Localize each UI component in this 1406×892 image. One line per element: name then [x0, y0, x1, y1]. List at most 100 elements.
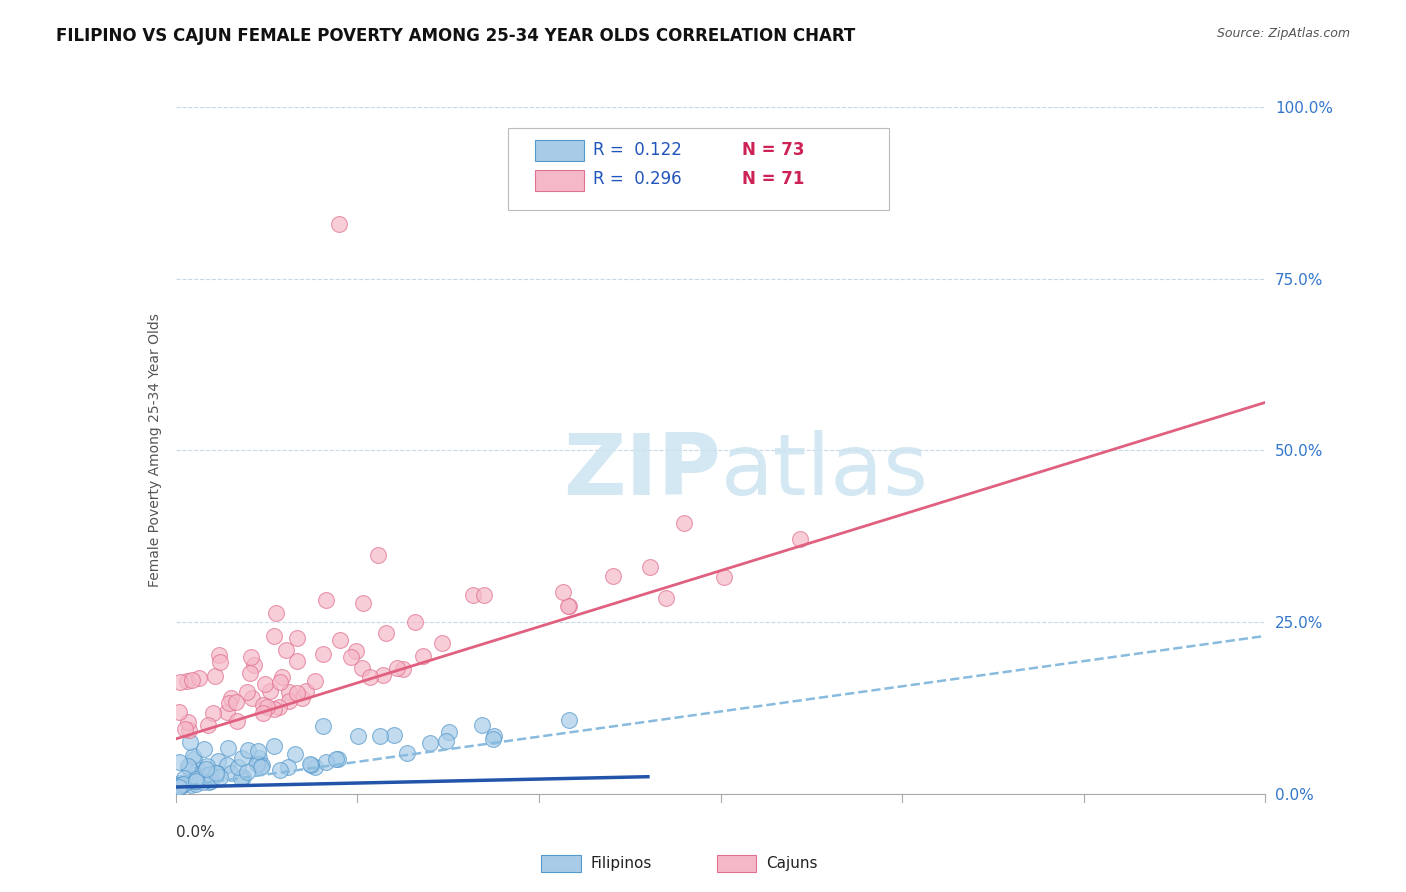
Point — [299, 757, 322, 772]
Point — [169, 780, 191, 795]
Point — [655, 591, 678, 606]
Point — [198, 766, 221, 780]
Point — [169, 675, 191, 690]
Point — [173, 772, 195, 786]
Point — [200, 774, 222, 789]
Point — [181, 749, 204, 764]
Point — [269, 674, 291, 689]
Point — [208, 656, 231, 670]
Point — [638, 560, 661, 574]
FancyBboxPatch shape — [536, 140, 585, 161]
Point — [169, 776, 191, 790]
Point — [673, 516, 696, 530]
Point — [789, 532, 811, 546]
Point — [252, 706, 274, 720]
Point — [263, 739, 285, 753]
Point — [557, 599, 579, 614]
Point — [374, 625, 396, 640]
Point — [368, 730, 391, 744]
Point — [221, 690, 243, 705]
Point — [294, 684, 316, 698]
Point — [472, 588, 495, 602]
Point — [329, 632, 352, 647]
Point — [557, 599, 579, 613]
Point — [184, 774, 207, 789]
Point — [270, 670, 292, 684]
Point — [350, 661, 373, 675]
Point — [177, 723, 200, 738]
Point — [184, 772, 207, 786]
Point — [434, 734, 457, 748]
Point — [291, 691, 314, 706]
Point — [202, 706, 225, 720]
Text: ZIP: ZIP — [562, 430, 721, 513]
Point — [274, 643, 297, 657]
Point — [197, 775, 219, 789]
Text: Filipinos: Filipinos — [591, 856, 652, 871]
Point — [353, 596, 375, 610]
Point — [232, 770, 254, 784]
Point — [315, 756, 337, 770]
Text: 0.0%: 0.0% — [176, 825, 215, 839]
Point — [252, 698, 274, 713]
Point — [385, 660, 408, 674]
Point — [180, 778, 202, 792]
Point — [239, 666, 262, 681]
Point — [277, 759, 299, 773]
Text: N = 71: N = 71 — [742, 170, 804, 188]
Point — [267, 700, 290, 714]
Point — [231, 751, 253, 765]
Point — [471, 717, 494, 731]
Point — [263, 702, 285, 716]
Point — [396, 746, 419, 760]
Point — [183, 766, 205, 780]
Point — [263, 629, 285, 643]
Point — [207, 754, 229, 768]
Point — [482, 731, 505, 746]
Point — [195, 768, 218, 782]
Point — [170, 779, 193, 793]
Point — [236, 742, 259, 756]
Point — [180, 673, 202, 687]
Point — [215, 705, 238, 719]
Point — [195, 759, 218, 773]
Point — [247, 744, 270, 758]
Point — [176, 759, 198, 773]
Point — [713, 570, 735, 584]
Point — [219, 766, 242, 780]
Point — [328, 217, 350, 231]
Point — [183, 751, 205, 765]
Point — [226, 759, 249, 773]
Point — [197, 768, 219, 782]
Point — [173, 722, 195, 736]
Point — [225, 695, 247, 709]
Point — [177, 714, 200, 729]
Point — [217, 758, 239, 772]
Text: N = 73: N = 73 — [742, 141, 804, 159]
Point — [176, 674, 198, 689]
Point — [218, 696, 240, 710]
Point — [269, 764, 291, 778]
Point — [347, 729, 370, 743]
Point — [240, 649, 263, 664]
Point — [346, 644, 368, 658]
Point — [326, 752, 349, 766]
Point — [250, 758, 273, 772]
Point — [169, 705, 191, 719]
Point — [259, 683, 281, 698]
Y-axis label: Female Poverty Among 25-34 Year Olds: Female Poverty Among 25-34 Year Olds — [148, 313, 162, 588]
Point — [169, 780, 191, 794]
Point — [226, 714, 249, 729]
Point — [247, 750, 270, 764]
Point — [367, 548, 389, 562]
Point — [247, 756, 270, 771]
Text: atlas: atlas — [721, 430, 928, 513]
Point — [184, 777, 207, 791]
Point — [285, 686, 308, 700]
Text: FILIPINO VS CAJUN FEMALE POVERTY AMONG 25-34 YEAR OLDS CORRELATION CHART: FILIPINO VS CAJUN FEMALE POVERTY AMONG 2… — [56, 27, 855, 45]
Point — [194, 762, 217, 776]
Point — [197, 718, 219, 732]
Point — [205, 766, 228, 780]
Text: Source: ZipAtlas.com: Source: ZipAtlas.com — [1216, 27, 1350, 40]
Point — [558, 714, 581, 728]
